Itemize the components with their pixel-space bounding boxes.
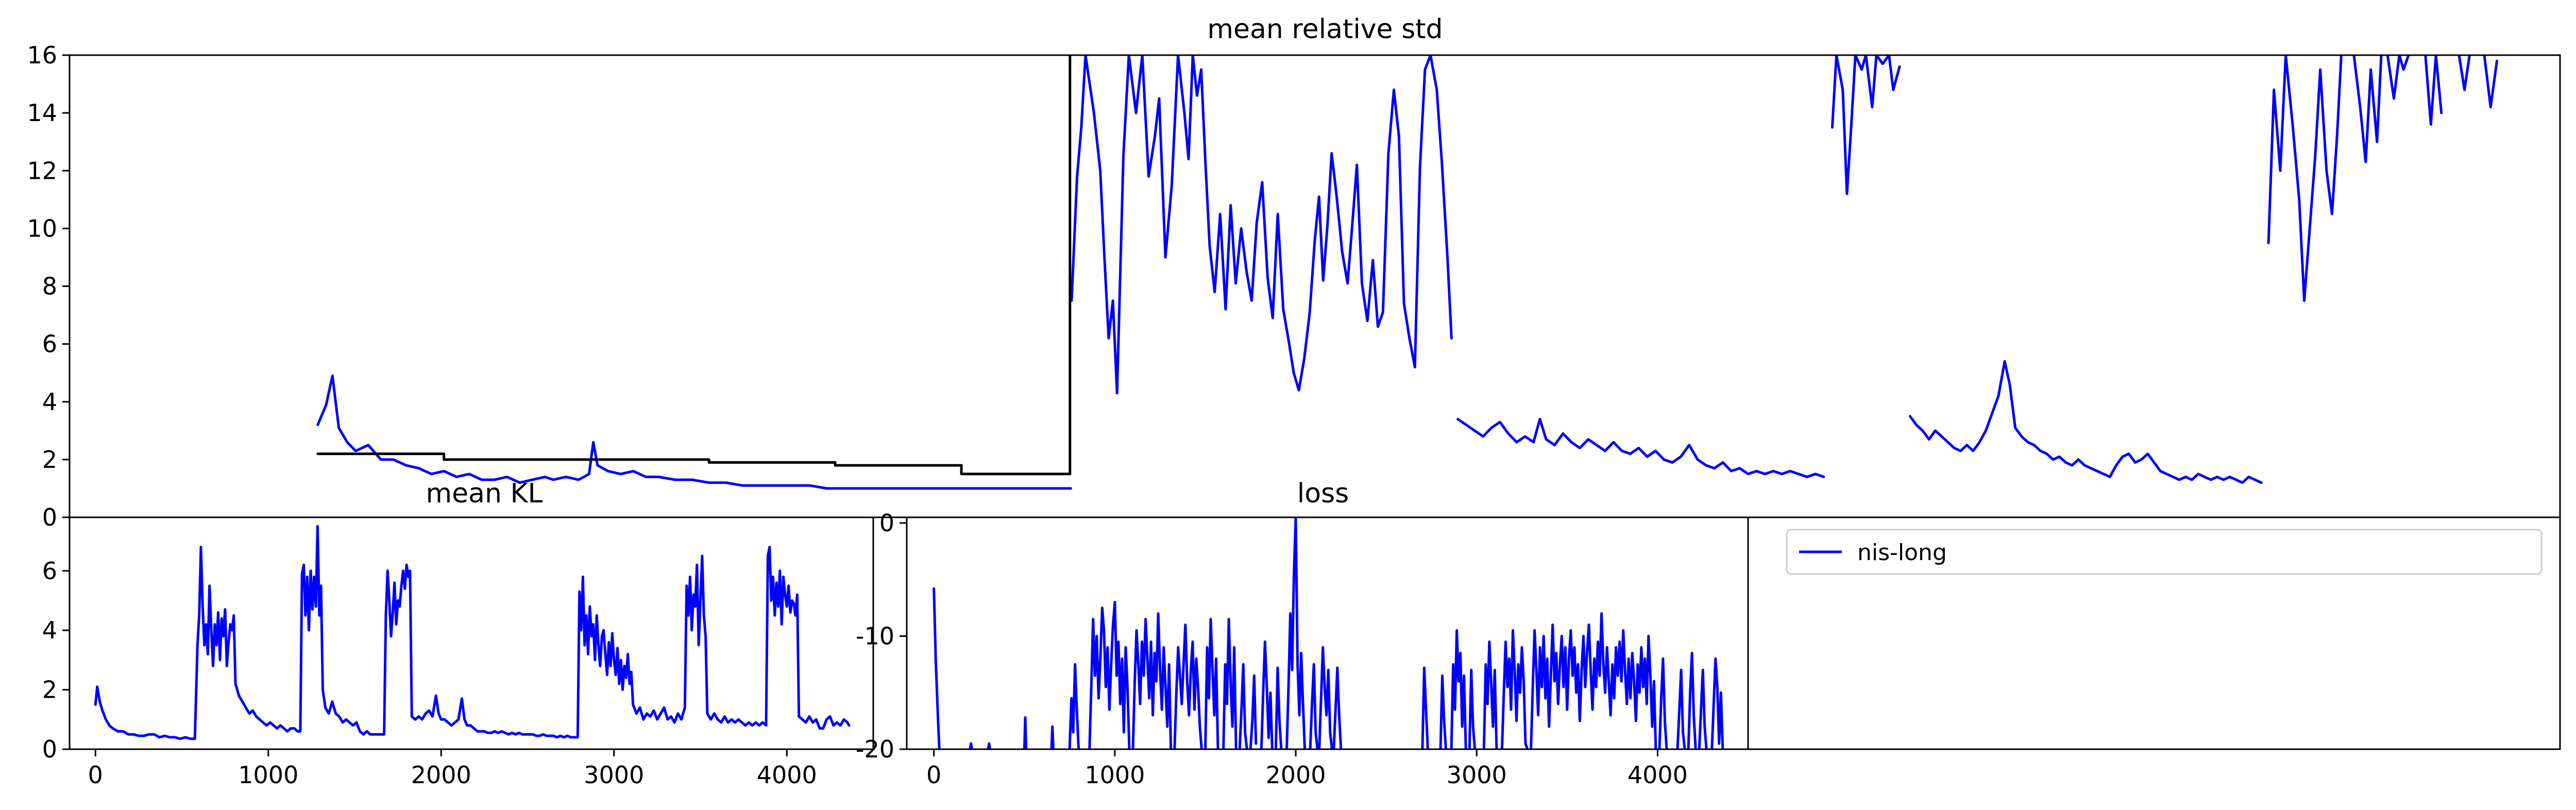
kl-panel: 0 2 4 6 0 1000 2000 3000 4000 mean KL (42, 478, 874, 789)
loss-title: loss (1297, 478, 1349, 509)
loss-y-ticks: -20 -10 0 (856, 509, 907, 763)
relstd-series-0-segment-6 (2352, 55, 2383, 163)
kl-title: mean KL (426, 478, 543, 509)
loss-x-tick-label-0: 0 (926, 761, 941, 789)
kl-y-ticks: 0 2 4 6 (42, 557, 70, 763)
loss-x-tick-label-1: 1000 (1084, 761, 1145, 789)
loss-y-tick-label-2: 0 (879, 509, 894, 537)
kl-x-tick-label-3: 3000 (584, 761, 644, 789)
relstd-series-0-segment-0 (316, 374, 1072, 490)
legend-panel: nis-long (1747, 516, 2561, 750)
loss-series-0-segment-5 (1068, 663, 1080, 749)
kl-x-tick-label-4: 4000 (757, 761, 817, 789)
loss-series-0-segment-15 (1285, 517, 1307, 749)
loss-series-0-segment-22 (1468, 668, 1477, 749)
loss-x-tick-label-4: 4000 (1628, 761, 1688, 789)
loss-x-tick-label-3: 3000 (1447, 761, 1507, 789)
relstd-y-tick-label-3: 6 (42, 330, 57, 358)
relstd-y-tick-label-1: 2 (42, 446, 57, 474)
loss-series-0-segment-3 (1023, 716, 1028, 749)
loss-series-0-segment-20 (1439, 674, 1447, 749)
relstd-panel: mean relative std 0 2 4 6 8 10 12 14 16 (27, 14, 2561, 531)
loss-series-0-segment-28 (1687, 651, 1697, 749)
loss-series-0-segment-1 (969, 742, 973, 749)
loss-y-tick-label-0: -20 (856, 735, 894, 763)
loss-series-0-segment-30 (1710, 657, 1724, 749)
relstd-series-0-segment-10 (2483, 55, 2498, 109)
relstd-series-0-segment-2 (1456, 417, 1825, 478)
loss-series-0-segment-10 (1222, 618, 1238, 749)
loss-series-0-segment-21 (1450, 629, 1467, 749)
relstd-series-0-segment-7 (2386, 55, 2410, 100)
relstd-y-tick-label-6: 12 (27, 157, 57, 184)
loss-series-0-segment-9 (1204, 618, 1219, 749)
loss-series-0-segment-12 (1249, 674, 1258, 749)
loss-x-tick-label-2: 2000 (1266, 761, 1326, 789)
loss-series-0-segment-16 (1309, 663, 1319, 749)
loss-series-0-segment-19 (1421, 666, 1429, 749)
loss-series-0-segment-7 (1131, 612, 1173, 749)
relstd-y-tick-label-4: 8 (42, 273, 57, 300)
relstd-series-1-segment-0 (316, 55, 1072, 476)
loss-y-tick-label-1: -10 (856, 622, 894, 650)
loss-series-0-segment-14 (1274, 666, 1283, 749)
relstd-series-0-segment-4 (1908, 360, 2263, 484)
relstd-series-0-segment-1 (1070, 55, 1453, 395)
loss-series-0-segment-26 (1658, 657, 1668, 749)
loss-series-0-segment-27 (1676, 668, 1686, 749)
loss-series-0-segment-4 (1050, 725, 1055, 749)
loss-x-ticks: 0 1000 2000 3000 4000 (926, 749, 1688, 789)
loss-series-0-segment-0 (933, 587, 941, 749)
relstd-y-tick-label-5: 10 (27, 214, 57, 242)
relstd-y-tick-label-0: 0 (42, 503, 57, 531)
kl-frame (69, 516, 874, 750)
loss-series-0-segment-23 (1482, 640, 1498, 749)
kl-x-tick-label-0: 0 (88, 761, 103, 789)
relstd-series-0-segment-3 (1831, 55, 1901, 195)
relstd-y-ticks: 0 2 4 6 8 10 12 14 16 (27, 41, 70, 531)
kl-x-tick-label-1: 1000 (238, 761, 298, 789)
loss-panel: -20 -10 0 0 1000 2000 3000 4000 loss (856, 478, 1749, 789)
relstd-series-0-segment-5 (2267, 55, 2343, 302)
kl-x-ticks: 0 1000 2000 3000 4000 (88, 749, 817, 789)
loss-series-0-segment-8 (1173, 623, 1203, 749)
loss-series-0-segment-11 (1238, 663, 1248, 749)
relstd-y-tick-label-2: 4 (42, 388, 57, 416)
relstd-lines (316, 55, 2498, 490)
loss-series-0-segment-25 (1530, 612, 1657, 749)
relstd-y-tick-label-7: 14 (27, 99, 57, 127)
loss-series-0-segment-24 (1500, 629, 1529, 749)
loss-series-0-segment-29 (1698, 668, 1708, 749)
loss-series-0-segment-6 (1088, 601, 1131, 749)
kl-series-0-segment-0 (94, 525, 851, 740)
kl-x-tick-label-2: 2000 (411, 761, 471, 789)
kl-y-tick-label-3: 6 (42, 557, 57, 585)
kl-y-tick-label-2: 4 (42, 616, 57, 644)
relstd-title: mean relative std (1207, 14, 1443, 45)
relstd-y-tick-label-8: 16 (27, 41, 57, 69)
loss-lines (933, 517, 1724, 749)
loss-series-0-segment-18 (1332, 666, 1343, 749)
loss-series-0-segment-2 (987, 742, 991, 749)
loss-series-0-segment-13 (1260, 640, 1274, 749)
relstd-series-0-segment-8 (2424, 55, 2443, 126)
kl-lines (94, 525, 851, 740)
loss-series-0-segment-17 (1318, 646, 1333, 749)
legend-label: nis-long (1857, 539, 1947, 566)
kl-y-tick-label-0: 0 (42, 735, 57, 763)
legend-panel-frame (1747, 516, 2561, 750)
kl-y-tick-label-1: 2 (42, 676, 57, 704)
legend-box (1786, 529, 2543, 575)
relstd-series-0-segment-9 (2458, 55, 2471, 91)
